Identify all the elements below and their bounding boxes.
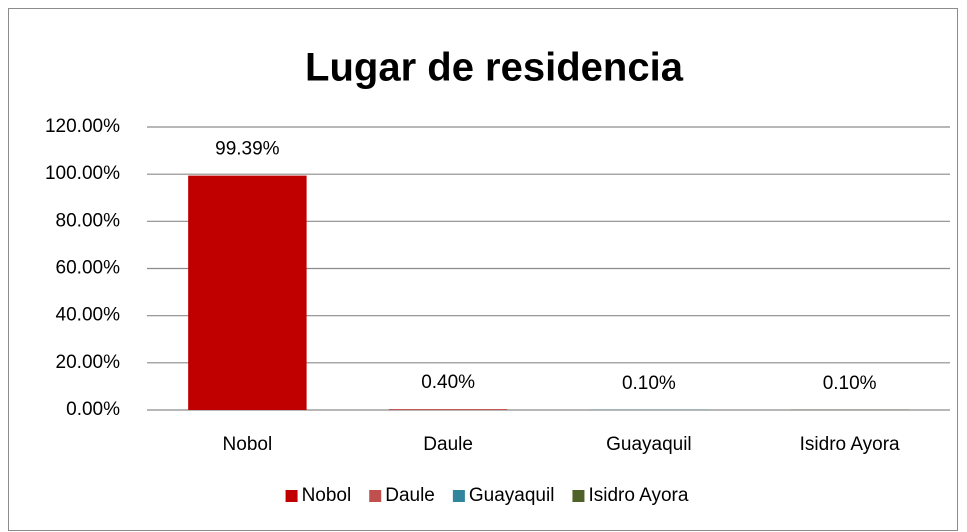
legend-swatch <box>452 490 465 502</box>
data-label: 0.10% <box>622 373 676 394</box>
x-tick-label: Nobol <box>223 434 273 455</box>
x-tick-label: Daule <box>423 434 473 455</box>
chart-border <box>8 8 958 531</box>
legend-label: Isidro Ayora <box>588 485 688 506</box>
legend-swatch <box>572 490 585 502</box>
data-label: 99.39% <box>215 139 280 160</box>
chart-title: Lugar de residencia <box>305 46 684 90</box>
data-label: 0.10% <box>823 373 877 394</box>
y-tick-label: 0.00% <box>66 399 120 420</box>
legend-label: Daule <box>385 485 435 506</box>
y-tick-label: 80.00% <box>56 210 121 231</box>
y-tick-label: 20.00% <box>56 352 121 373</box>
legend-label: Guayaquil <box>469 485 555 506</box>
legend-swatch <box>369 490 382 502</box>
bar <box>188 175 307 410</box>
legend-swatch <box>285 490 298 502</box>
y-tick-label: 100.00% <box>45 163 120 184</box>
y-tick-label: 120.00% <box>45 116 120 137</box>
y-tick-label: 40.00% <box>56 305 121 326</box>
x-tick-label: Isidro Ayora <box>800 434 900 455</box>
x-tick-label: Guayaquil <box>606 434 692 455</box>
y-tick-label: 60.00% <box>56 258 121 279</box>
legend-label: Nobol <box>302 485 352 506</box>
bar <box>388 409 508 410</box>
data-label: 0.40% <box>421 372 475 393</box>
